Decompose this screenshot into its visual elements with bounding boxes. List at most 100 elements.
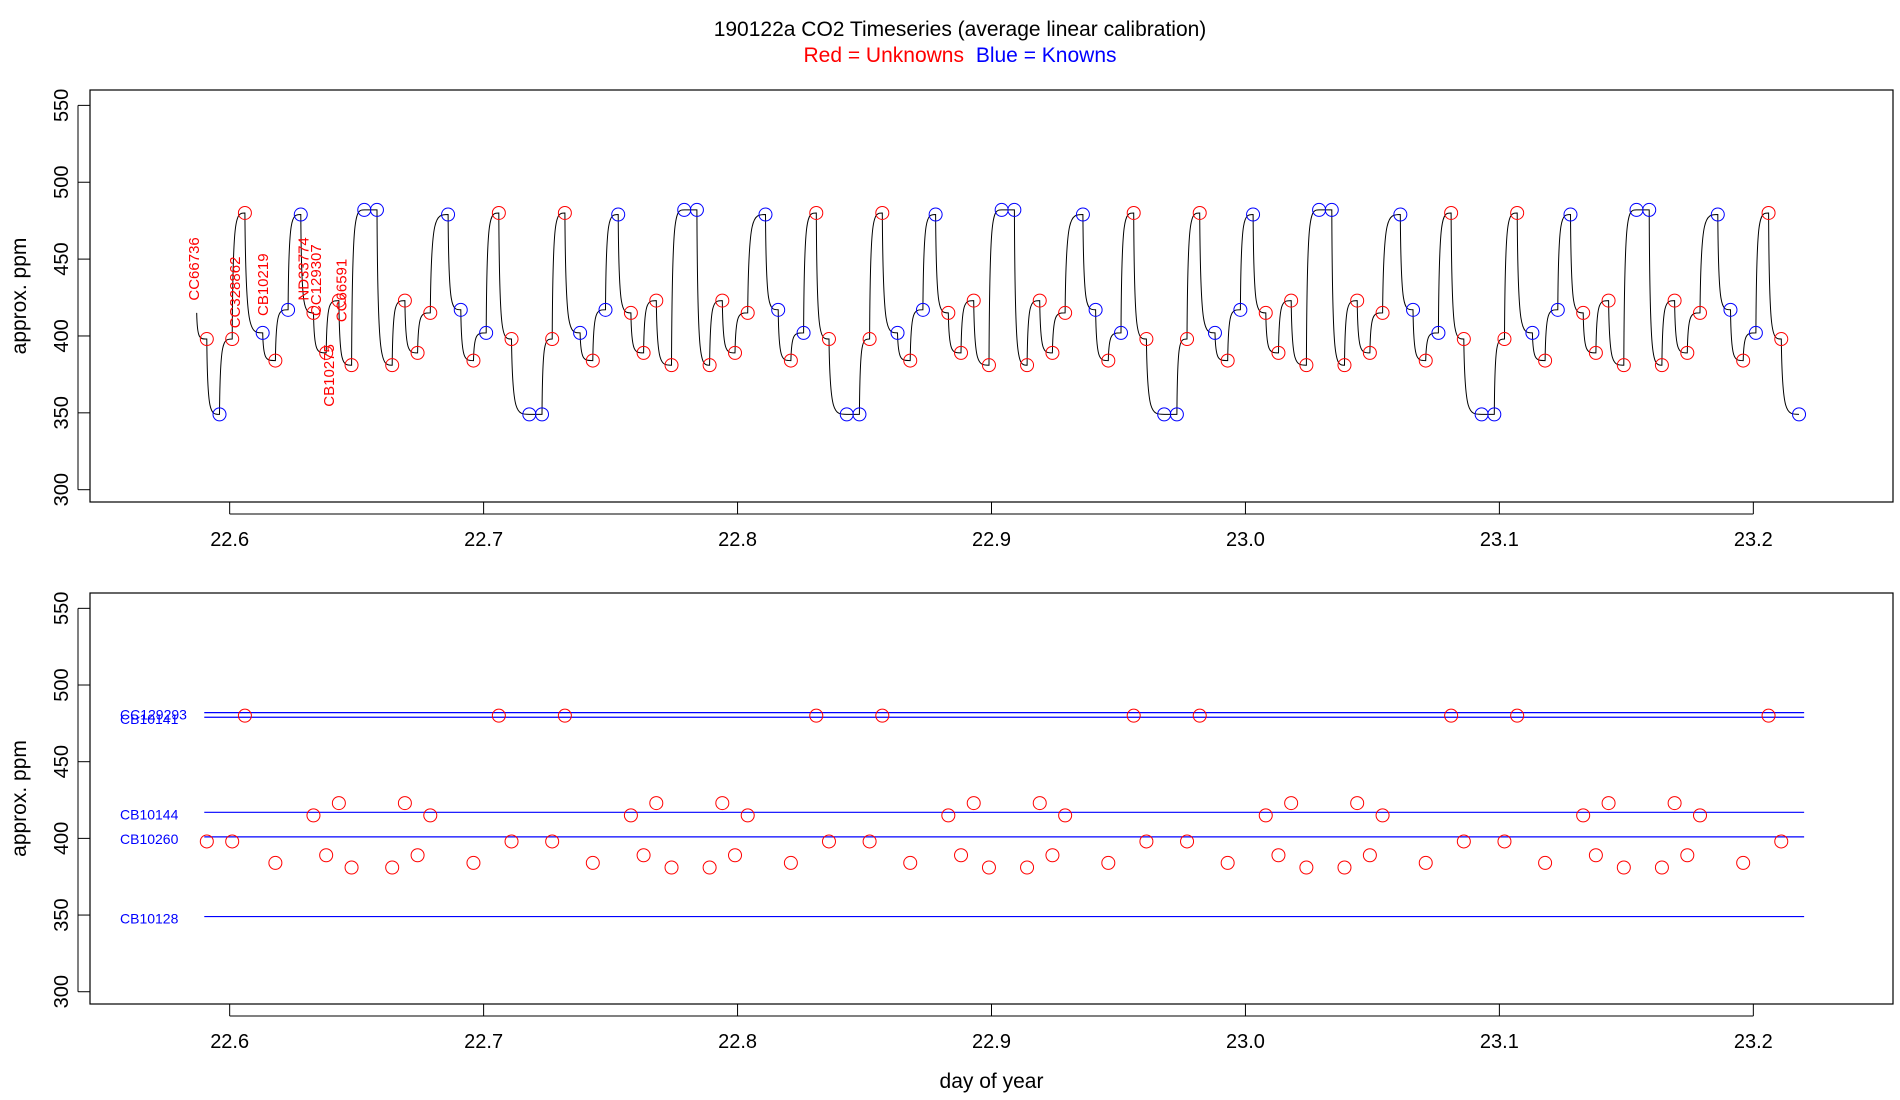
unknown-point bbox=[1192, 708, 1207, 723]
known-point bbox=[1431, 325, 1446, 340]
y-tick-label: 350 bbox=[51, 898, 73, 931]
unknown-point bbox=[783, 855, 798, 870]
unknown-point bbox=[585, 353, 600, 368]
unknown-point bbox=[319, 848, 334, 863]
y-tick-label: 450 bbox=[51, 242, 73, 275]
x-tick-label: 22.9 bbox=[972, 529, 1011, 551]
known-point bbox=[928, 207, 943, 222]
unknown-point bbox=[491, 205, 506, 220]
unknown-point bbox=[1362, 345, 1377, 360]
unknown-point bbox=[623, 305, 638, 320]
known-point bbox=[281, 302, 296, 317]
unknown-point bbox=[981, 860, 996, 875]
unknown-point bbox=[1616, 358, 1631, 373]
known-point bbox=[1563, 207, 1578, 222]
unknown-point bbox=[237, 205, 252, 220]
known-point bbox=[1710, 207, 1725, 222]
unknown-point bbox=[423, 305, 438, 320]
unknown-point bbox=[1101, 855, 1116, 870]
unknown-point bbox=[423, 808, 438, 823]
unknown-point bbox=[664, 860, 679, 875]
unknown-point bbox=[664, 358, 679, 373]
unknown-point bbox=[237, 708, 252, 723]
unknown-point bbox=[636, 345, 651, 360]
unknown-point bbox=[954, 345, 969, 360]
y-tick-label: 350 bbox=[51, 396, 73, 429]
unknown-point bbox=[306, 305, 321, 320]
unknown-point bbox=[1444, 205, 1459, 220]
unknown-point bbox=[397, 796, 412, 811]
unknown-point bbox=[966, 293, 981, 308]
unknown-point bbox=[1693, 305, 1708, 320]
unknown-point bbox=[331, 796, 346, 811]
unknown-point bbox=[903, 855, 918, 870]
unknown-point bbox=[1220, 353, 1235, 368]
sample-id-label: ND33774 bbox=[295, 237, 312, 300]
x-tick-label: 23.1 bbox=[1480, 1031, 1519, 1053]
x-tick-label: 23.0 bbox=[1226, 1031, 1265, 1053]
unknown-point bbox=[1510, 205, 1525, 220]
unknown-point bbox=[1032, 293, 1047, 308]
unknown-point bbox=[941, 808, 956, 823]
x-tick-label: 22.7 bbox=[464, 529, 503, 551]
unknown-point bbox=[1774, 332, 1789, 347]
unknown-point bbox=[1258, 305, 1273, 320]
unknown-point bbox=[1588, 345, 1603, 360]
known-point bbox=[1525, 325, 1540, 340]
x-tick-label: 23.2 bbox=[1734, 529, 1773, 551]
unknown-point bbox=[1101, 353, 1116, 368]
plot-frame bbox=[89, 592, 1894, 1005]
sample-id-label: CB10219 bbox=[255, 253, 272, 316]
unknown-point bbox=[809, 708, 824, 723]
unknown-point bbox=[649, 293, 664, 308]
unknown-point bbox=[1418, 855, 1433, 870]
unknown-point bbox=[1271, 848, 1286, 863]
x-tick-label: 22.6 bbox=[210, 1031, 249, 1053]
unknown-point bbox=[466, 353, 481, 368]
known-point bbox=[852, 407, 867, 422]
known-point bbox=[441, 207, 456, 222]
unknown-point bbox=[702, 860, 717, 875]
figure-title: 190122a CO2 Timeseries (average linear c… bbox=[714, 18, 1207, 41]
unknown-point bbox=[1456, 834, 1471, 849]
x-tick-label: 23.0 bbox=[1226, 529, 1265, 551]
unknown-point bbox=[636, 848, 651, 863]
known-point bbox=[1748, 325, 1763, 340]
known-point bbox=[796, 325, 811, 340]
unknown-point bbox=[1337, 860, 1352, 875]
unknown-point bbox=[862, 332, 877, 347]
unknown-point bbox=[385, 860, 400, 875]
y-tick-label: 550 bbox=[51, 89, 73, 122]
known-point bbox=[1088, 302, 1103, 317]
unknown-point bbox=[740, 305, 755, 320]
known-point bbox=[1207, 325, 1222, 340]
x-tick-label: 22.7 bbox=[464, 1031, 503, 1053]
unknown-point bbox=[504, 332, 519, 347]
plot-frame bbox=[89, 89, 1894, 503]
known-point bbox=[453, 302, 468, 317]
unknown-point bbox=[344, 358, 359, 373]
unknown-point bbox=[1667, 293, 1682, 308]
unknown-point bbox=[1693, 808, 1708, 823]
unknown-point bbox=[1180, 834, 1195, 849]
unknown-point bbox=[344, 860, 359, 875]
subtitle-unknowns: Red = Unknowns bbox=[803, 44, 964, 67]
unknown-point bbox=[268, 855, 283, 870]
unknown-point bbox=[545, 332, 560, 347]
unknown-point bbox=[225, 834, 240, 849]
known-point bbox=[890, 325, 905, 340]
known-point bbox=[1007, 202, 1022, 217]
unknown-point bbox=[385, 358, 400, 373]
unknown-point bbox=[821, 834, 836, 849]
unknown-point bbox=[199, 332, 214, 347]
known-point bbox=[1169, 407, 1184, 422]
unknown-point bbox=[331, 293, 346, 308]
sample-id-label: CC66736 bbox=[186, 237, 203, 300]
unknown-point bbox=[397, 293, 412, 308]
known-point bbox=[771, 302, 786, 317]
unknown-point bbox=[715, 796, 730, 811]
reference-line-label: CC129293 bbox=[120, 707, 187, 723]
known-point bbox=[598, 302, 613, 317]
known-point bbox=[1246, 207, 1261, 222]
known-point bbox=[758, 207, 773, 222]
